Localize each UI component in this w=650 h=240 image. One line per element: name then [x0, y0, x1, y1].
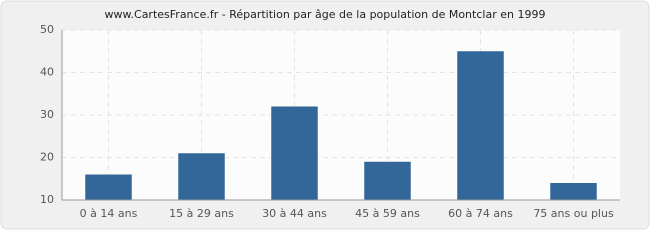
- bar: [85, 174, 132, 200]
- y-tick-label: 20: [40, 151, 54, 164]
- y-tick-label: 40: [40, 66, 54, 79]
- y-tick-label: 50: [40, 23, 54, 36]
- bar: [271, 106, 318, 200]
- x-tick-label: 45 à 59 ans: [355, 207, 420, 220]
- bar: [364, 161, 411, 200]
- y-tick-label: 30: [40, 108, 54, 121]
- y-tick-label: 10: [40, 193, 54, 206]
- bar: [457, 51, 504, 200]
- x-tick-label: 15 à 29 ans: [169, 207, 234, 220]
- x-tick-label: 60 à 74 ans: [448, 207, 513, 220]
- page: www.CartesFrance.fr - Répartition par âg…: [0, 0, 650, 230]
- x-tick-label: 30 à 44 ans: [262, 207, 327, 220]
- x-tick-label: 0 à 14 ans: [80, 207, 138, 220]
- bar: [550, 183, 597, 200]
- chart: www.CartesFrance.fr - Répartition par âg…: [0, 0, 650, 230]
- bar: [178, 153, 225, 200]
- x-tick-label: 75 ans ou plus: [533, 207, 614, 220]
- chart-title: www.CartesFrance.fr - Répartition par âg…: [105, 8, 546, 21]
